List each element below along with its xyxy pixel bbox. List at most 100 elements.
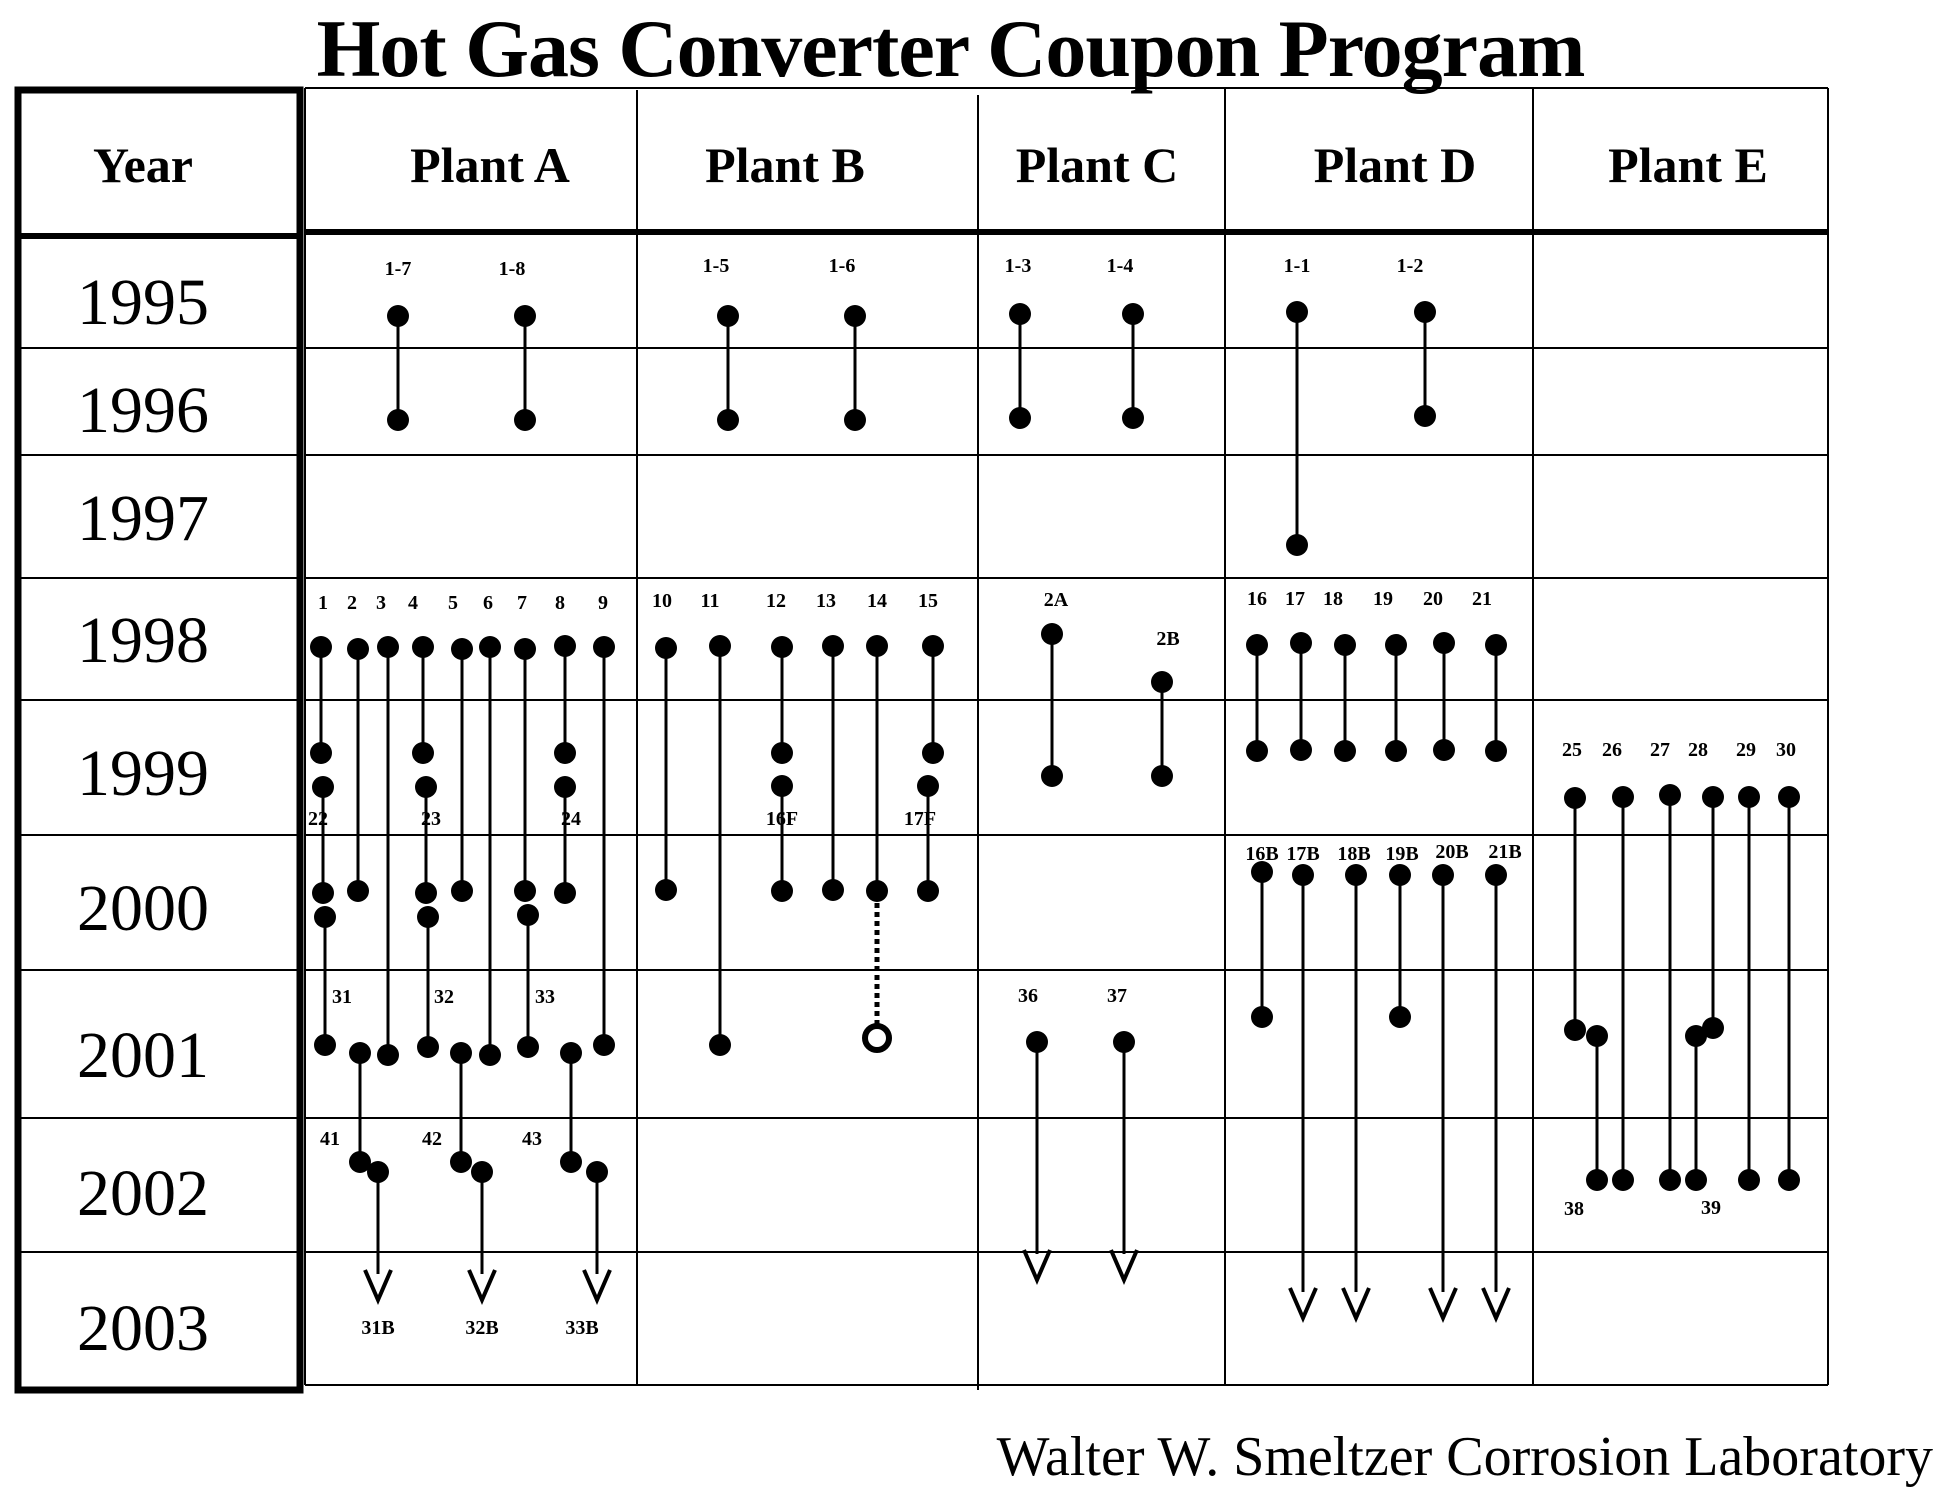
coupon-32: 32 <box>417 906 454 1058</box>
coupon-label: 19 <box>1373 588 1393 610</box>
coupon-start-dot <box>1251 861 1273 883</box>
coupon-start-dot <box>349 1042 371 1064</box>
coupon-end-dot <box>1151 765 1173 787</box>
coupon-start-dot <box>709 635 731 657</box>
coupon-label: 19B <box>1385 843 1418 865</box>
coupon-end-dot <box>922 742 944 764</box>
coupon-start-dot <box>844 305 866 327</box>
coupon-end-dot <box>1564 1019 1586 1041</box>
coupon-label: 2A <box>1044 589 1069 611</box>
coupon-start-dot <box>1151 671 1173 693</box>
coupon-start-dot <box>560 1042 582 1064</box>
coupon-32b: 32B <box>465 1161 499 1339</box>
coupon-43: 43 <box>522 1042 582 1173</box>
coupon-22: 22 <box>308 776 334 904</box>
coupon-label: 20 <box>1423 588 1443 610</box>
coupon-end-dot <box>514 880 536 902</box>
coupon-label: 37 <box>1107 985 1127 1007</box>
coupon-start-dot <box>1334 634 1356 656</box>
coupon-16: 16 <box>1246 588 1268 762</box>
coupon-42: 42 <box>422 1042 472 1173</box>
coupon-marks: 1-7 1-8 1-5 1-6 1-3 1-4 1-1 1-21 2 3 4 5 6 7 8 922 23 243… <box>308 255 1800 1339</box>
coupon-end-dot <box>1659 1169 1681 1191</box>
coupon-ongoing-arrow <box>363 1269 393 1306</box>
coupon-end-dot <box>1246 740 1268 762</box>
coupon-end-dot <box>1009 407 1031 429</box>
coupon-33b: 33B <box>565 1161 612 1339</box>
coupon-20b: 20B <box>1428 841 1469 1324</box>
coupon-start-dot <box>1414 301 1436 323</box>
coupon-end-dot <box>1612 1169 1634 1191</box>
coupon-ongoing-arrow <box>1109 1249 1139 1286</box>
plant-c-header: Plant C <box>1016 137 1179 193</box>
coupon-end-dot <box>554 882 576 904</box>
coupon-start-dot <box>1122 303 1144 325</box>
table-headers: Year Plant A Plant B Plant C Plant D Pla… <box>93 137 1768 193</box>
coupon-end-dot <box>417 1036 439 1058</box>
year-labels: 1995 1996 1997 1998 1999 2000 2001 2002 … <box>77 266 209 1365</box>
coupon-label: 11 <box>701 590 720 612</box>
coupon-end-dot <box>349 1151 371 1173</box>
coupon-1: 1 <box>310 592 332 764</box>
coupon-label: 16 <box>1247 588 1267 610</box>
year-label-1999: 1999 <box>77 737 209 810</box>
coupon-label: 1-1 <box>1284 255 1311 277</box>
coupon-21: 21 <box>1472 588 1507 762</box>
coupon-label: 16F <box>766 808 798 830</box>
coupon-ongoing-arrow <box>582 1269 612 1306</box>
coupon-end-dot <box>1389 1006 1411 1028</box>
coupon-label: 7 <box>517 592 527 614</box>
coupon-14: 14 <box>862 590 892 1053</box>
coupon-start-dot <box>1026 1031 1048 1053</box>
coupon-label: 18 <box>1323 588 1343 610</box>
coupon-label: 38 <box>1564 1198 1584 1220</box>
coupon-label: 17 <box>1285 588 1305 610</box>
coupon-label: 32 <box>434 986 454 1008</box>
plant-a-header: Plant A <box>410 137 570 193</box>
coupon-start-dot <box>1612 786 1634 808</box>
coupon-end-dot <box>1685 1169 1707 1191</box>
coupon-start-dot <box>310 636 332 658</box>
coupon-16b: 16B <box>1245 843 1279 1028</box>
coupon-end-dot <box>310 742 332 764</box>
coupon-label: 5 <box>448 592 458 614</box>
year-label-1998: 1998 <box>77 604 209 677</box>
coupon-end-dot <box>1290 739 1312 761</box>
coupon-label: 22 <box>308 808 328 830</box>
plant-b-header: Plant B <box>705 137 865 193</box>
coupon-30: 30 <box>1776 739 1800 1191</box>
coupon-1-7: 1-7 <box>385 258 411 431</box>
coupon-label: 1-4 <box>1107 255 1134 277</box>
coupon-end-dot <box>593 1034 615 1056</box>
coupon-start-dot <box>417 906 439 928</box>
coupon-end-dot <box>1334 740 1356 762</box>
coupon-end-dot <box>1702 1017 1724 1039</box>
coupon-label: 2 <box>347 592 357 614</box>
coupon-1-1: 1-1 <box>1284 255 1311 556</box>
coupon-ongoing-arrow <box>1288 1287 1318 1324</box>
coupon-label: 27 <box>1650 739 1670 761</box>
coupon-start-dot <box>1041 623 1063 645</box>
coupon-end-dot <box>866 880 888 902</box>
coupon-end-dot <box>412 742 434 764</box>
coupon-start-dot <box>1433 632 1455 654</box>
coupon-start-dot <box>1385 634 1407 656</box>
coupon-start-dot <box>1485 864 1507 886</box>
coupon-10: 10 <box>652 590 677 901</box>
coupon-start-dot <box>367 1161 389 1183</box>
coupon-label: 6 <box>483 592 493 614</box>
coupon-end-dot <box>822 879 844 901</box>
coupon-start-dot <box>1685 1025 1707 1047</box>
coupon-37: 37 <box>1107 985 1139 1286</box>
coupon-label: 18B <box>1337 843 1370 865</box>
coupon-end-dot <box>844 409 866 431</box>
year-column-frame <box>14 86 304 1394</box>
coupon-start-dot <box>471 1161 493 1183</box>
coupon-end-dot <box>1041 765 1063 787</box>
year-label-2001: 2001 <box>77 1019 209 1092</box>
coupon-label: 31B <box>361 1317 394 1339</box>
coupon-ongoing-arrow <box>1428 1287 1458 1324</box>
coupon-start-dot <box>1659 784 1681 806</box>
coupon-41: 41 <box>320 1042 371 1173</box>
coupon-end-dot <box>1251 1006 1273 1028</box>
